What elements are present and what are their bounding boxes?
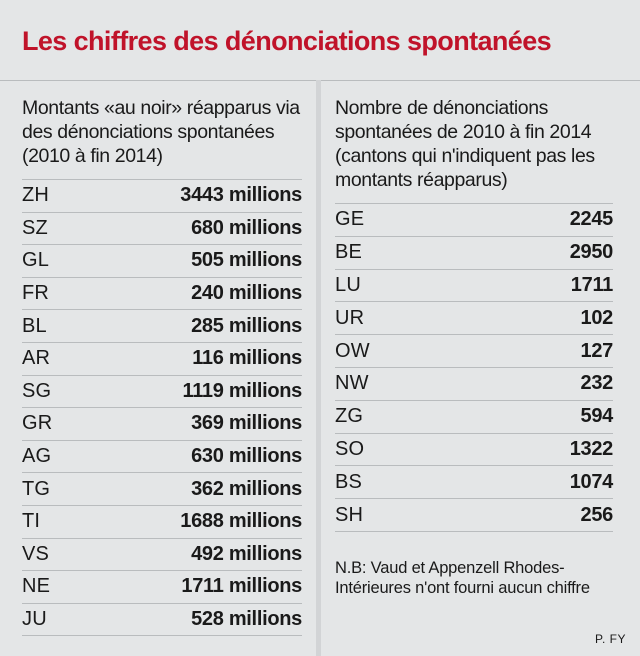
left-table: ZH 3443 millions SZ 680 millions GL 505 mil… [22, 179, 302, 637]
canton-code: AR [22, 347, 51, 370]
canton-code: BL [22, 314, 47, 337]
author-credit: P. FY [595, 632, 626, 646]
amount-value: 240 millions [191, 282, 302, 305]
canton-code: FR [22, 282, 50, 305]
count-value: 256 [580, 503, 614, 526]
table-row: GE 2245 [335, 204, 613, 237]
canton-code: BS [335, 470, 363, 493]
table-row: SH 256 [335, 499, 613, 532]
table-row: FR 240 millions [22, 278, 302, 311]
amount-value: 1711 millions [181, 575, 302, 598]
right-table: GE 2245 BE 2950 LU 1711 UR 102 OW 127 NW 232 Z… [335, 203, 613, 532]
count-value: 1074 [569, 470, 614, 493]
count-value: 127 [580, 339, 614, 362]
left-heading: Montants «au noir» réapparus via des dén… [22, 97, 300, 167]
amount-value: 362 millions [191, 477, 302, 500]
canton-code: ZH [22, 184, 50, 207]
amount-value: 285 millions [191, 314, 302, 337]
canton-code: BE [335, 241, 363, 264]
footnote: N.B: Vaud et Appenzell Rhodes-Intérieure… [335, 558, 590, 597]
count-value: 102 [580, 306, 614, 329]
amount-value: 492 millions [191, 542, 302, 565]
table-row: SZ 680 millions [22, 213, 302, 246]
table-row: AG 630 millions [22, 441, 302, 474]
table-row: BS 1074 [335, 466, 614, 500]
table-row: SG 1119 millions [22, 376, 302, 409]
page-title: Les chiffres des dénonciations spontanée… [22, 26, 552, 56]
canton-code: JU [22, 608, 47, 631]
amount-value: 680 millions [191, 216, 302, 239]
count-value: 232 [580, 372, 614, 395]
canton-code: GL [22, 249, 50, 272]
table-row: VS 492 millions [22, 539, 302, 572]
table-row: OW 127 [335, 335, 613, 368]
canton-code: SO [335, 437, 365, 460]
table-row: BL 285 millions [22, 310, 302, 343]
right-heading: Nombre de dénonciations spontanées de 20… [335, 97, 595, 191]
count-value: 594 [580, 405, 614, 428]
count-value: 2950 [569, 241, 614, 264]
table-row: JU 528 millions [22, 604, 302, 637]
amount-value: 528 millions [191, 608, 302, 631]
count-value: 1322 [569, 437, 614, 460]
canton-code: OW [335, 339, 370, 362]
table-row: SO 1322 [335, 434, 613, 467]
amount-value: 1119 millions [182, 379, 302, 402]
table-row: GR 369 millions [22, 408, 302, 441]
table-row: AR 116 millions [22, 343, 302, 376]
amount-value: 116 millions [192, 347, 302, 370]
canton-code: VS [22, 542, 50, 565]
canton-code: AG [22, 445, 52, 468]
canton-code: ZG [335, 405, 364, 428]
canton-code: UR [335, 306, 365, 329]
amount-value: 1688 millions [180, 510, 302, 533]
table-row: NW 232 [335, 368, 613, 401]
table-row: NE 1711 millions [22, 571, 302, 604]
table-row: LU 1711 [335, 270, 613, 303]
table-row: BE 2950 [335, 237, 613, 270]
left-column: Montants «au noir» réapparus via des dén… [22, 96, 302, 637]
table-row: ZH 3443 millions [22, 180, 302, 213]
canton-code: GE [335, 208, 365, 231]
table-row: TG 362 millions [22, 473, 302, 506]
amount-value: 369 millions [191, 412, 302, 435]
canton-code: NE [22, 575, 51, 598]
canton-code: SZ [22, 216, 48, 239]
canton-code: NW [335, 372, 369, 395]
count-value: 1711 [570, 273, 614, 296]
canton-code: GR [22, 412, 53, 435]
canton-code: TG [22, 477, 51, 500]
right-column: Nombre de dénonciations spontanées de 20… [335, 96, 613, 598]
canton-code: LU [335, 273, 361, 296]
canton-code: SH [335, 503, 364, 526]
table-row: TI 1688 millions [22, 506, 302, 539]
amount-value: 505 millions [191, 249, 302, 272]
amount-value: 630 millions [191, 445, 302, 468]
canton-code: SG [22, 379, 52, 402]
table-row: GL 505 millions [22, 245, 302, 278]
canton-code: TI [22, 510, 41, 533]
count-value: 2245 [569, 208, 614, 231]
amount-value: 3443 millions [180, 184, 302, 207]
column-divider [316, 80, 321, 656]
table-row: UR 102 [335, 302, 614, 336]
table-row: ZG 594 [335, 401, 613, 434]
